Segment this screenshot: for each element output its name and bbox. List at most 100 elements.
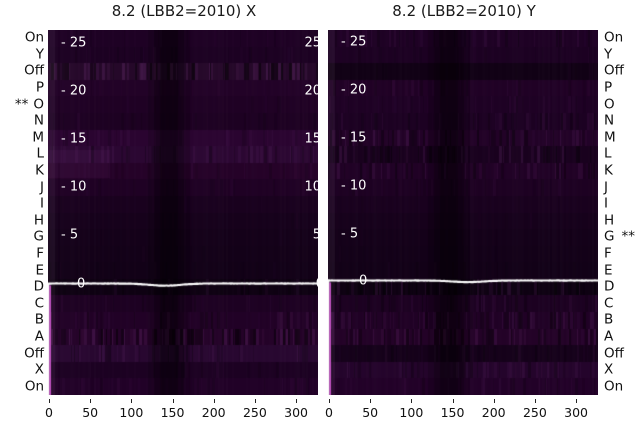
contour-label-right: 25 — [304, 35, 318, 51]
y-axis-label: Y — [36, 47, 44, 62]
contour-label-zero: 0 — [359, 273, 368, 288]
y-axis-label-text: J — [40, 178, 44, 195]
y-axis-labels-left: On Y Off P ** O N M L K J I H G F E D C B A Off X On — [0, 30, 44, 395]
y-axis-label: I — [40, 197, 44, 211]
y-axis-label: N — [33, 112, 44, 129]
x-tick-label: 50 — [362, 405, 379, 420]
y-axis-label-text: A — [604, 328, 614, 345]
y-axis-label-text: F — [36, 245, 44, 262]
contour-label: - 10 — [61, 179, 87, 195]
y-axis-label-text: K — [604, 162, 613, 179]
y-axis-label-text: H — [604, 212, 615, 229]
y-axis-label: Off — [604, 344, 624, 361]
contour-label: - 25 — [341, 34, 367, 50]
significance-marker: ** — [14, 95, 29, 112]
y-axis-label-text: B — [604, 311, 614, 328]
x-tick-mark — [411, 399, 413, 403]
y-axis-label-text: Off — [24, 344, 44, 361]
heatmap-canvas-y — [328, 30, 598, 395]
y-axis-label: M — [32, 129, 44, 146]
y-axis-label: K — [604, 164, 613, 178]
y-axis-label: H — [604, 212, 615, 229]
contour-label: - 25 — [61, 35, 87, 51]
x-tick-label: 300 — [284, 405, 308, 420]
y-axis-label-text: P — [604, 79, 613, 96]
panel-title-y: 8.2 (LBB2=2010) Y — [392, 2, 536, 20]
y-axis-label-text: L — [36, 145, 44, 162]
x-tick-mark — [172, 399, 174, 403]
contour-label: - 20 — [341, 82, 367, 98]
contour-label: - 10 — [341, 178, 367, 194]
y-axis-label-text: D — [604, 278, 615, 295]
y-axis-label-text: F — [604, 245, 612, 262]
y-axis-label-text: Y — [604, 46, 613, 63]
y-axis-label: B — [604, 311, 614, 328]
y-axis-label: J — [604, 178, 608, 195]
y-axis-label-text: N — [33, 112, 44, 129]
x-tick-mark — [493, 399, 495, 403]
contour-label-right: 15 — [304, 131, 318, 147]
y-axis-label-text: On — [604, 377, 624, 394]
x-tick-label: 250 — [522, 405, 547, 420]
y-axis-label-text: J — [604, 178, 608, 195]
y-axis-label: On — [25, 31, 44, 46]
y-axis-label-text: O — [33, 95, 44, 112]
y-axis-label-text: On — [24, 377, 44, 394]
x-tick-mark — [296, 399, 298, 403]
y-axis-label: Off — [24, 64, 44, 79]
x-tick-label: 250 — [242, 405, 267, 420]
x-tick-label: 0 — [45, 405, 53, 420]
y-axis-label: N — [604, 112, 615, 129]
y-axis-label-text: E — [604, 261, 613, 278]
y-axis-label-text: I — [40, 195, 44, 212]
panel-title-x: 8.2 (LBB2=2010) X — [111, 2, 257, 20]
y-axis-label-text: H — [33, 212, 44, 229]
y-axis-label: I — [604, 197, 608, 211]
x-tick-mark — [254, 399, 256, 403]
x-tick-label: 100 — [399, 405, 424, 420]
y-axis-label: Off — [604, 62, 624, 79]
y-axis-label-text: Off — [604, 344, 624, 361]
y-axis-label-text: L — [604, 145, 612, 162]
y-axis-label: P — [36, 81, 44, 95]
y-axis-label: ** O — [14, 95, 44, 112]
y-axis-label: A — [604, 328, 614, 345]
x-tick-mark — [452, 399, 454, 403]
y-axis-label: F — [604, 245, 612, 262]
y-axis-label-text: M — [32, 129, 44, 146]
y-axis-label-text: C — [604, 295, 614, 311]
y-axis-label: E — [35, 261, 44, 278]
x-tick-mark — [49, 399, 50, 403]
x-tick-label: 0 — [325, 405, 333, 420]
x-tick-mark — [576, 399, 578, 403]
y-axis-label-text: B — [34, 311, 44, 328]
contour-label: - 15 — [61, 131, 87, 147]
y-axis-label: B — [34, 311, 44, 328]
y-axis-label-text: D — [33, 278, 44, 295]
y-axis-label: G — [34, 230, 44, 245]
x-tick-label: 100 — [119, 405, 144, 420]
y-axis-label-text: M — [604, 129, 616, 146]
x-tick-label: 200 — [201, 405, 226, 420]
y-axis-label: L — [604, 145, 612, 162]
x-tick-label: 300 — [564, 405, 588, 420]
y-axis-label: G ** — [604, 230, 635, 245]
y-axis-label: Y — [604, 46, 613, 63]
y-axis-label-text: Off — [604, 62, 624, 79]
x-tick-mark — [90, 399, 92, 403]
y-axis-label-text: X — [34, 361, 44, 378]
x-tick-label: 150 — [440, 405, 465, 420]
y-axis-label: C — [604, 295, 614, 311]
contour-label-right: 10 — [304, 179, 318, 195]
y-axis-label: On — [24, 377, 44, 394]
y-axis-label: X — [604, 363, 613, 377]
y-axis-label: A — [35, 329, 44, 344]
heatmap-panel-y: - 25 - 20 - 15 - 10 - 5 0 — [328, 30, 598, 395]
y-axis-label: F — [36, 245, 44, 262]
y-axis-label-text: X — [604, 361, 614, 378]
y-axis-label-text: N — [604, 112, 615, 129]
y-axis-label-text: E — [35, 261, 44, 278]
contour-label-right: 0 — [316, 277, 318, 290]
y-axis-label: M — [604, 129, 616, 146]
